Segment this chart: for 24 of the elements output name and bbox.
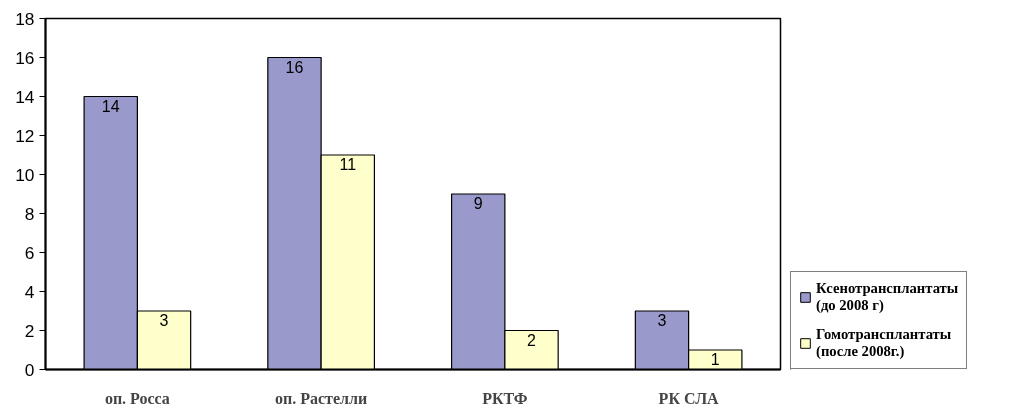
data-label: 1 <box>710 351 720 368</box>
y-tick-label: 6 <box>24 242 35 263</box>
y-tick-label: 0 <box>24 359 35 380</box>
y-tick-label: 8 <box>24 203 35 224</box>
y-tick-label: 4 <box>24 281 35 302</box>
data-label: 11 <box>339 156 357 173</box>
data-label: 16 <box>285 58 304 76</box>
legend-label: Ксенотрансплантаты (до 2008 г) <box>816 280 959 314</box>
y-tick-label: 18 <box>15 8 35 29</box>
x-tick-label: оп. Росса <box>104 389 170 407</box>
y-tick-label: 16 <box>15 47 35 68</box>
x-tick-label: оп. Растелли <box>275 389 368 407</box>
data-label: 2 <box>527 331 537 349</box>
data-label: 3 <box>159 312 169 329</box>
legend-label: Гомотрансплантаты (после 2008г.) <box>816 326 952 360</box>
x-tick-label: РКТФ <box>482 389 528 407</box>
y-tick-label: 2 <box>24 320 35 341</box>
data-label: 14 <box>101 97 120 115</box>
data-label: 9 <box>473 195 483 212</box>
data-label: 3 <box>657 312 667 329</box>
y-tick-label: 14 <box>15 86 35 107</box>
y-tick-label: 10 <box>15 164 35 185</box>
x-tick-label: РК СЛА <box>658 389 720 407</box>
y-tick-label: 12 <box>15 125 35 146</box>
